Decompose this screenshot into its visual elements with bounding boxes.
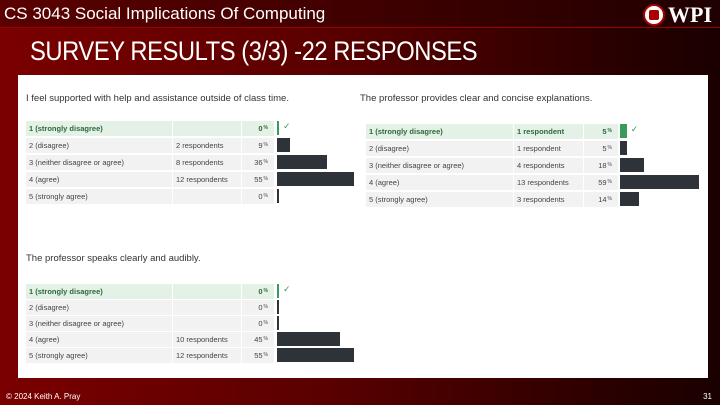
answer-row: 4 (agree) 12 respondents 55% (26, 171, 275, 187)
percent: 36% (242, 154, 274, 170)
respondent-count: 12 respondents (173, 347, 241, 363)
answer-row: 5 (strongly agree) 0% (26, 188, 275, 204)
percent: 55% (242, 347, 274, 363)
answer-row: 1 (strongly disagree) 0% (26, 120, 275, 136)
percent: 59% (584, 174, 618, 190)
question-text: The professor speaks clearly and audibly… (26, 253, 201, 264)
answer-row: 5 (strongly agree) 3 respondents 14% (366, 191, 619, 207)
percent-bar (620, 158, 645, 172)
survey-panel: I feel supported with help and assistanc… (18, 75, 708, 378)
respondent-count: 8 respondents (173, 154, 241, 170)
percent-bar (277, 300, 279, 314)
page-number: 31 (703, 392, 712, 401)
respondent-count (173, 299, 241, 315)
percent: 0% (242, 283, 274, 299)
answer-row: 3 (neither disagree or agree) 0% (26, 315, 275, 331)
answer-label: 5 (strongly agree) (26, 188, 172, 204)
percent-bar (277, 284, 279, 298)
check-icon: ✓ (283, 284, 291, 294)
answer-label: 1 (strongly disagree) (26, 283, 172, 299)
percent: 0% (242, 120, 274, 136)
percent-bar (277, 348, 354, 362)
percent: 0% (242, 299, 274, 315)
respondent-count (173, 188, 241, 204)
check-icon: ✓ (283, 121, 291, 131)
answer-row: 2 (disagree) 0% (26, 299, 275, 315)
percent: 0% (242, 188, 274, 204)
answer-row: 3 (neither disagree or agree) 4 responden… (366, 157, 619, 173)
respondent-count: 2 respondents (173, 137, 241, 153)
answer-label: 4 (agree) (366, 174, 513, 190)
percent-bar (620, 175, 700, 189)
course-title: CS 3043 Social Implications Of Computing (4, 4, 326, 23)
percent-bar (277, 189, 279, 203)
percent-bar (277, 332, 340, 346)
question-text: I feel supported with help and assistanc… (26, 93, 289, 104)
percent: 5% (584, 123, 618, 139)
answer-row: 3 (neither disagree or agree) 8 responden… (26, 154, 275, 170)
respondent-count: 13 respondents (514, 174, 583, 190)
percent-bar (277, 138, 290, 152)
answer-row: 1 (strongly disagree) 1 respondent 5% (366, 123, 619, 139)
percent-bar (277, 316, 279, 330)
respondent-count (173, 315, 241, 331)
answer-label: 2 (disagree) (366, 140, 513, 156)
answer-row: 2 (disagree) 2 respondents 9% (26, 137, 275, 153)
respondent-count (173, 120, 241, 136)
wpi-seal-icon (643, 4, 665, 26)
respondent-count: 3 respondents (514, 191, 583, 207)
slide-header: CS 3043 Social Implications Of Computing… (0, 0, 720, 28)
respondent-count: 4 respondents (514, 157, 583, 173)
percent-bar (277, 155, 328, 169)
wpi-logo: WPI (643, 2, 712, 28)
question-text: The professor provides clear and concise… (360, 93, 593, 104)
answer-row: 4 (agree) 10 respondents 45% (26, 331, 275, 347)
percent: 45% (242, 331, 274, 347)
percent-bar (620, 141, 627, 155)
percent: 9% (242, 137, 274, 153)
answer-label: 2 (disagree) (26, 137, 172, 153)
answer-label: 3 (neither disagree or agree) (26, 315, 172, 331)
percent-bar (277, 121, 279, 135)
percent-bar (620, 124, 627, 138)
percent-bar (620, 192, 639, 206)
slide-title: SURVEY RESULTS (3/3) -22 RESPONSES (30, 36, 478, 66)
answer-row: 5 (strongly agree) 12 respondents 55% (26, 347, 275, 363)
answer-label: 1 (strongly disagree) (366, 123, 513, 139)
percent-bar (277, 172, 354, 186)
answer-label: 1 (strongly disagree) (26, 120, 172, 136)
percent: 55% (242, 171, 274, 187)
copyright: © 2024 Keith A. Pray (6, 392, 81, 401)
respondent-count: 1 respondent (514, 123, 583, 139)
answer-label: 4 (agree) (26, 331, 172, 347)
answer-label: 4 (agree) (26, 171, 172, 187)
answer-label: 3 (neither disagree or agree) (26, 154, 172, 170)
percent: 14% (584, 191, 618, 207)
answer-row: 1 (strongly disagree) 0% (26, 283, 275, 299)
respondent-count: 10 respondents (173, 331, 241, 347)
answer-row: 2 (disagree) 1 respondent 5% (366, 140, 619, 156)
answer-label: 3 (neither disagree or agree) (366, 157, 513, 173)
check-icon: ✓ (630, 124, 639, 134)
respondent-count (173, 283, 241, 299)
percent: 5% (584, 140, 618, 156)
percent: 0% (242, 315, 274, 331)
respondent-count: 12 respondents (173, 171, 241, 187)
respondent-count: 1 respondent (514, 140, 583, 156)
answer-label: 5 (strongly agree) (366, 191, 513, 207)
answer-row: 4 (agree) 13 respondents 59% (366, 174, 619, 190)
percent: 18% (584, 157, 618, 173)
logo-text: WPI (668, 2, 712, 27)
answer-label: 2 (disagree) (26, 299, 172, 315)
answer-label: 5 (strongly agree) (26, 347, 172, 363)
